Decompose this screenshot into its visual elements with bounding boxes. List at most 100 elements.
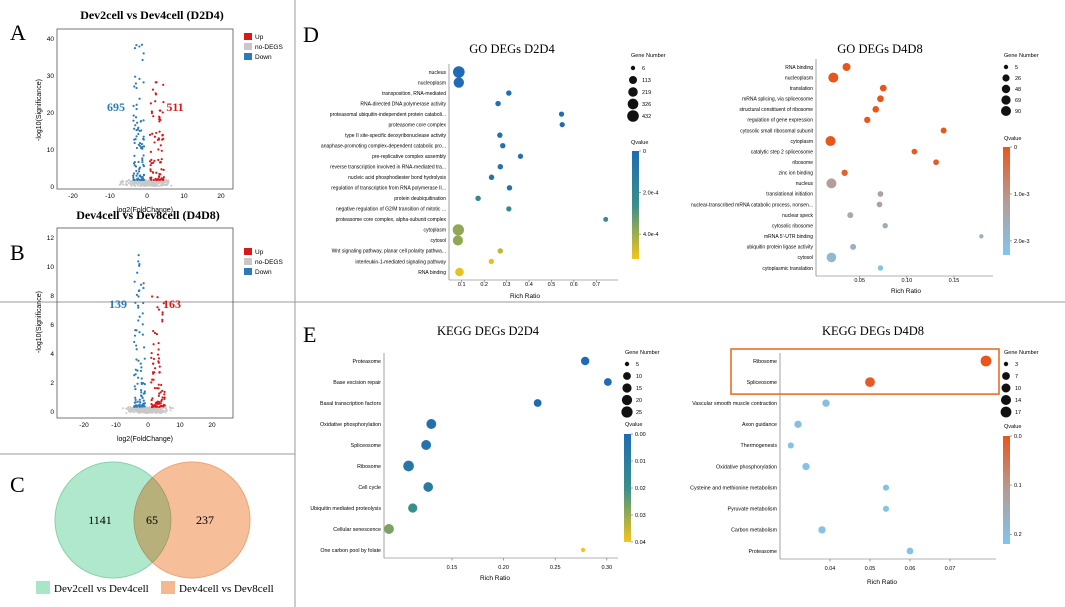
volcano-down-point: [139, 394, 143, 397]
volcano-up-point: [160, 168, 163, 171]
kegg_d2d4-colorbar-label: 0.02: [635, 486, 646, 492]
volcano-down-point: [134, 124, 137, 127]
volcano-down-point: [142, 173, 146, 177]
volcano-up-point: [155, 171, 158, 174]
go_d4d8-term-dot: [877, 265, 884, 271]
go_d2d4-size-legend-label: 113: [642, 78, 651, 84]
go_d4d8-size-legend-label: 5: [1015, 65, 1018, 71]
volcano-a-ytick: 20: [47, 110, 55, 117]
volcano-up-point: [162, 176, 165, 179]
volcano-up-point: [162, 137, 165, 140]
venn-right-count: 237: [196, 513, 214, 527]
volcano-up-point: [162, 168, 165, 171]
kegg_d4d8-term-label: Spliceosome: [747, 380, 777, 386]
volcano-down-point: [138, 403, 141, 406]
volcano-up-point: [157, 360, 160, 363]
volcano-down-point: [142, 154, 145, 157]
volcano-down-point: [135, 344, 138, 347]
go_d4d8-term-dot: [864, 116, 871, 124]
go_d4d8-term-dot: [940, 127, 947, 134]
volcano-down-point: [140, 389, 143, 392]
volcano-up-point: [155, 387, 159, 390]
kegg_d2d4-term-label: Basal transcription factors: [320, 401, 381, 407]
volcano-up-point: [157, 383, 160, 386]
kegg_d2d4-size-legend-label: 25: [636, 410, 642, 416]
kegg_d4d8-term-dot: [882, 505, 890, 512]
volcano-up-point: [156, 138, 160, 142]
kegg_d4d8-colorbar: [1003, 436, 1010, 544]
panel-a: A Dev2cell vs Dev4cell (D2D4) -20 -10 0 …: [10, 8, 283, 214]
go_d2d4-colorbar-label: 0: [643, 149, 646, 155]
go_d2d4-term-label: negative regulation of G2/M transition o…: [336, 207, 446, 213]
kegg_d4d8-size-legend-label: 17: [1015, 410, 1021, 416]
volcano-b-ytick: 6: [50, 322, 54, 329]
go_d4d8-size-legend-dot: [1001, 106, 1011, 116]
kegg-d4d8-size-legend-title: Gene Number: [1004, 350, 1039, 356]
venn-legend-left-swatch: [36, 581, 50, 594]
kegg_d4d8-term-dot: [882, 484, 890, 491]
volcano-up-point: [158, 178, 161, 182]
volcano-up-point: [158, 130, 161, 133]
kegg_d4d8-size-legend-label: 7: [1015, 374, 1018, 380]
go_d4d8-term-label: structural constituent of ribosome: [739, 107, 813, 113]
go_d2d4-size-legend-dot: [627, 110, 639, 122]
volcano-down-point: [136, 304, 140, 307]
kegg_d2d4-term-dot: [403, 460, 414, 472]
volcano-up-point: [160, 398, 163, 401]
kegg_d4d8-xtick-label: 0.04: [825, 566, 836, 572]
go_d4d8-size-legend-dot: [1001, 95, 1011, 105]
go_d4d8-term-label: cytosolic ribosome: [772, 223, 813, 229]
volcano-up-point: [155, 178, 159, 182]
kegg_d2d4-size-legend-dot: [621, 394, 633, 406]
volcano-up-point: [157, 148, 160, 151]
legend-up-swatch: [244, 33, 252, 40]
volcano-up-point: [148, 160, 152, 163]
kegg_d2d4-term-label: Ubiquitin mediated proteolysis: [310, 506, 381, 512]
volcano-up-point: [158, 392, 161, 395]
go_d2d4-term-dot: [506, 206, 512, 212]
kegg_d4d8-xtick-label: 0.05: [865, 566, 876, 572]
kegg_d2d4-term-dot: [603, 378, 612, 386]
volcano-b-xtick: 20: [208, 422, 216, 429]
volcano-nodeg-point: [144, 407, 147, 410]
volcano-b-title: Dev4cell vs Dev8cell (D4D8): [76, 208, 220, 222]
go_d2d4-term-label: cytoplasm: [423, 228, 446, 234]
volcano-up-point: [150, 158, 153, 161]
volcano-up-point: [153, 387, 156, 390]
volcano-down-point: [141, 58, 144, 62]
volcano-down-point: [138, 331, 141, 334]
go_d2d4-term-dot: [453, 77, 465, 88]
volcano-down-point: [135, 135, 138, 138]
go_d2d4-term-dot: [452, 224, 465, 236]
panel-b: B Dev4cell vs Dev8cell (D4D8) -20 -10 0 …: [10, 208, 283, 443]
volcano-down-point: [135, 129, 138, 132]
volcano-up-point: [162, 302, 165, 305]
kegg_d4d8-size-legend-dot: [1001, 383, 1011, 393]
volcano-down-point: [138, 45, 141, 48]
volcano-up-point: [152, 343, 155, 346]
volcano-down-point: [134, 82, 137, 85]
volcano-b-up-count: 163: [163, 297, 181, 311]
volcano-down-point: [135, 358, 138, 361]
volcano-down-point: [142, 286, 145, 290]
volcano-down-point: [137, 160, 140, 164]
kegg_d2d4-colorbar-label: 0.00: [635, 432, 646, 438]
volcano-down-point: [140, 366, 143, 369]
volcano-nodeg-point: [119, 180, 122, 183]
volcano-up-point: [156, 353, 160, 356]
volcano-a-ytick: 0: [50, 184, 54, 191]
kegg_d2d4-term-label: Base excision repair: [333, 380, 381, 386]
go-d2d4-plot: GO DEGs D2D4 Rich Ratio Gene Number Qval…: [321, 42, 666, 300]
volcano-up-point: [151, 397, 154, 400]
go_d2d4-term-label: proteasome core complex, alpha-subunit c…: [336, 217, 447, 223]
go-d2d4-title: GO DEGs D2D4: [469, 42, 555, 56]
volcano-a-down-count: 695: [107, 100, 125, 114]
volcano-down-point: [133, 47, 137, 50]
kegg-d4d8-xlabel: Rich Ratio: [867, 579, 897, 586]
volcano-down-point: [132, 104, 135, 108]
volcano-nodeg-point: [127, 410, 130, 413]
kegg_d4d8-term-label: Carbon metabolism: [731, 528, 778, 534]
volcano-down-point: [137, 306, 140, 309]
volcano-down-point: [132, 114, 135, 117]
volcano-nodeg-point: [136, 181, 139, 184]
